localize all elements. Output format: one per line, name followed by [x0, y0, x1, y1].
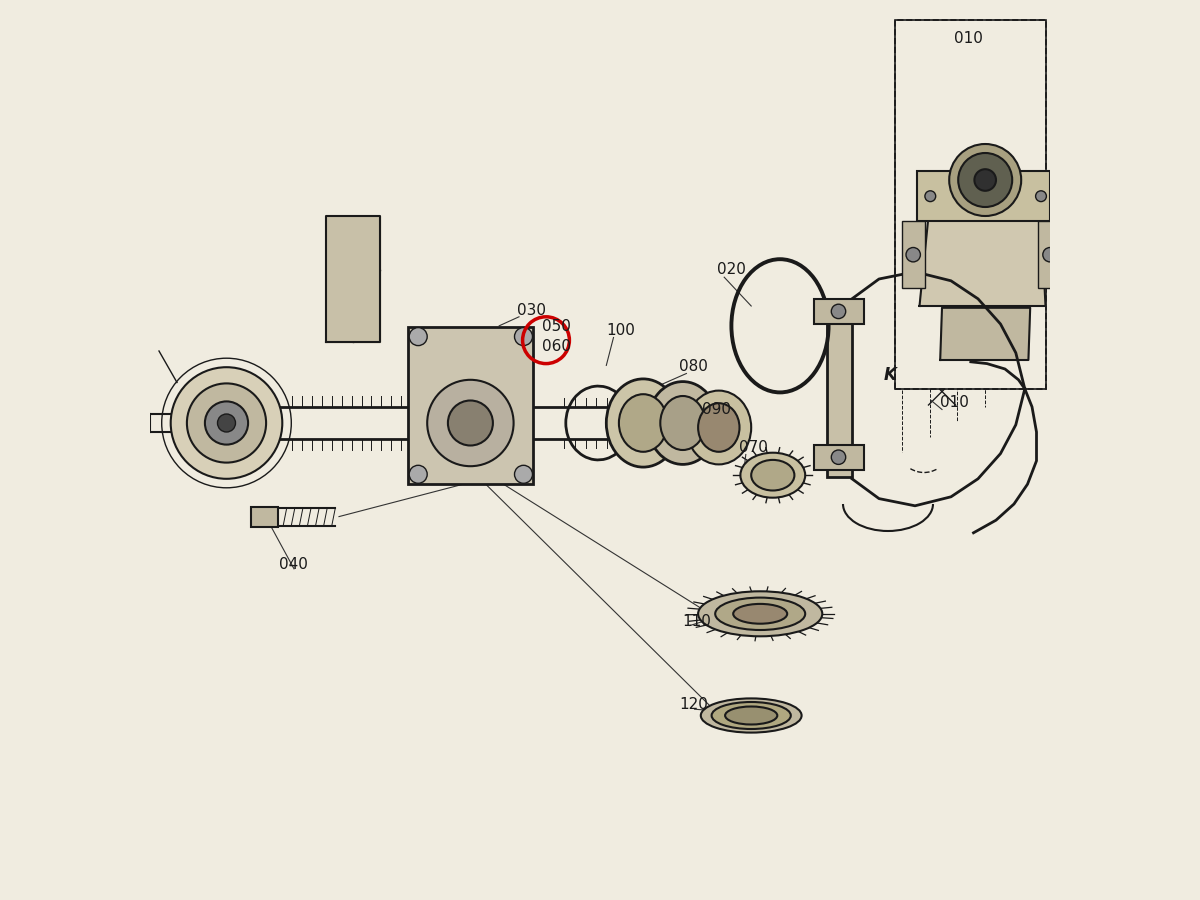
Text: 040: 040 [278, 557, 307, 572]
Bar [895, 20, 1045, 389]
Bar [815, 445, 864, 470]
Text: 030: 030 [517, 303, 546, 318]
Bar [408, 327, 533, 484]
Ellipse shape [619, 394, 667, 452]
Text: 060: 060 [542, 339, 571, 354]
Bar [827, 308, 852, 477]
Circle shape [974, 169, 996, 191]
Text: 080: 080 [679, 359, 708, 374]
Circle shape [832, 450, 846, 464]
Ellipse shape [733, 604, 787, 624]
Ellipse shape [725, 706, 778, 724]
Circle shape [949, 144, 1021, 216]
Bar [815, 299, 864, 324]
Ellipse shape [686, 391, 751, 464]
Circle shape [217, 414, 235, 432]
Bar [917, 171, 1050, 220]
Circle shape [515, 465, 533, 483]
Circle shape [515, 328, 533, 346]
Text: 010: 010 [941, 395, 970, 410]
Text: 020: 020 [718, 263, 746, 277]
Bar [251, 507, 278, 526]
Ellipse shape [606, 379, 680, 467]
Ellipse shape [660, 396, 706, 450]
Circle shape [925, 191, 936, 202]
Circle shape [906, 248, 920, 262]
Circle shape [427, 380, 514, 466]
Circle shape [187, 383, 266, 463]
Circle shape [448, 400, 493, 446]
Ellipse shape [648, 382, 718, 464]
Text: 070: 070 [739, 440, 768, 454]
Circle shape [409, 465, 427, 483]
Bar [1038, 220, 1062, 288]
Ellipse shape [715, 598, 805, 630]
Circle shape [409, 328, 427, 346]
Bar [901, 220, 925, 288]
Ellipse shape [701, 698, 802, 733]
Circle shape [1036, 191, 1046, 202]
Ellipse shape [712, 702, 791, 729]
Circle shape [205, 401, 248, 445]
Circle shape [832, 304, 846, 319]
Bar [895, 20, 1045, 389]
Circle shape [1043, 248, 1057, 262]
Text: 110: 110 [683, 614, 712, 628]
Text: 090: 090 [702, 402, 731, 417]
Polygon shape [325, 216, 379, 342]
Text: K: K [883, 365, 896, 383]
Text: 050: 050 [542, 320, 571, 334]
Ellipse shape [698, 403, 739, 452]
Ellipse shape [698, 591, 822, 636]
Text: 010: 010 [954, 32, 983, 46]
Polygon shape [941, 308, 1030, 360]
Polygon shape [919, 216, 1045, 306]
Circle shape [959, 153, 1013, 207]
Ellipse shape [740, 453, 805, 498]
Ellipse shape [751, 460, 794, 491]
Text: 100: 100 [606, 323, 635, 338]
Text: 120: 120 [679, 698, 708, 712]
Circle shape [170, 367, 282, 479]
